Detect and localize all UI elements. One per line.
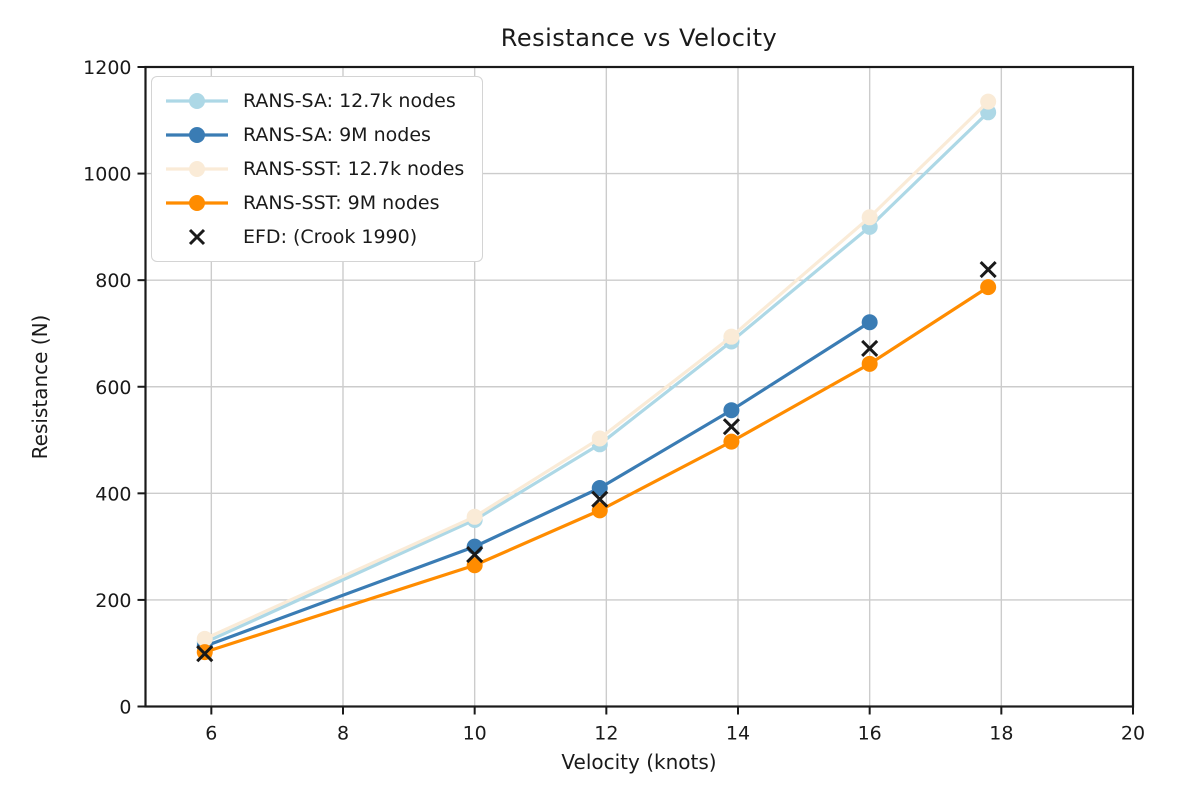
legend-item-0: RANS-SA: 12.7k nodes [164,84,464,118]
series-line-0 [203,110,990,645]
series-4-x-marker-2 [591,490,609,508]
y-tick-label-600: 600 [95,377,131,399]
series-1-point-4 [861,314,878,331]
legend: RANS-SA: 12.7k nodes RANS-SA: 9M nodes RAN… [151,76,484,262]
x-tick-label-18: 18 [989,723,1013,745]
series-2-point-3 [723,328,740,345]
series-2-point-0 [196,630,213,647]
legend-item-label: EFD: (Crook 1990) [243,226,418,248]
x-tick-label-8: 8 [337,723,349,745]
y-tick-label-1200: 1200 [83,57,131,79]
x-tick-label-10: 10 [463,723,487,745]
series-3-point-2 [591,502,608,519]
legend-x-marker-icon [188,228,206,246]
legend-item-2: RANS-SST: 12.7k nodes [164,152,464,186]
y-tick-label-800: 800 [95,270,131,292]
legend-item-4: EFD: (Crook 1990) [164,220,464,254]
series-4-x-marker-3 [722,418,740,436]
legend-item-1: RANS-SA: 9M nodes [164,118,464,152]
x-tick-label-20: 20 [1121,723,1145,745]
x-axis-label: Velocity (knots) [561,750,717,774]
legend-item-label: RANS-SA: 9M nodes [243,124,431,146]
y-axis-label: Resistance (N) [28,314,52,460]
plot-spines [144,65,1135,708]
series-line-3 [203,285,990,654]
legend-item-label: RANS-SA: 12.7k nodes [243,90,456,112]
y-tick-label-200: 200 [95,590,131,612]
series-4-x-marker-5 [979,260,997,279]
series-3-point-4 [861,355,878,372]
series-2-point-1 [466,508,483,525]
series-1-point-2 [591,480,608,497]
x-tick-label-6: 6 [205,723,217,745]
y-tick-label-400: 400 [95,483,131,505]
series-3-point-1 [466,557,483,574]
series-3-point-3 [723,433,740,450]
series-1-point-3 [723,402,740,419]
series-2-point-5 [980,93,997,110]
series-3-point-5 [980,279,997,296]
series-2-point-4 [861,209,878,226]
chart-title: Resistance vs Velocity [500,24,778,52]
legend-item-3: RANS-SST: 9M nodes [164,186,464,220]
x-tick-label-14: 14 [726,723,750,745]
series-line-2 [203,100,990,641]
y-tick-label-0: 0 [119,697,131,719]
series-4-x-marker-0 [196,645,214,663]
series-1-point-1 [466,538,483,555]
legend-line-dot-icon [166,161,228,177]
x-tick-label-16: 16 [858,723,882,745]
legend-item-label: RANS-SST: 9M nodes [243,192,440,214]
series-4-x-marker-1 [466,546,484,564]
legend-line-dot-icon [166,93,228,109]
y-tick-label-1000: 1000 [83,164,131,186]
series-2-point-2 [591,430,608,447]
legend-line-dot-icon [166,195,228,211]
x-tick-label-12: 12 [594,723,618,745]
legend-line-dot-icon [166,127,228,143]
series-4-x-marker-4 [861,339,879,357]
legend-item-label: RANS-SST: 12.7k nodes [243,158,465,180]
